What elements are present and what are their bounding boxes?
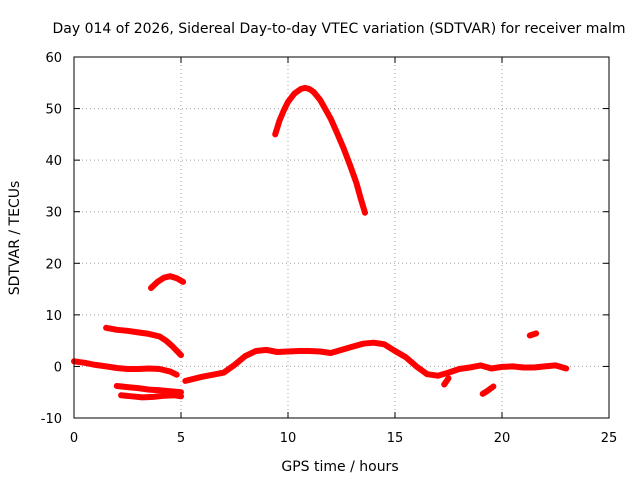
x-tick-label: 25 (601, 431, 618, 446)
y-tick-label: 30 (45, 206, 62, 221)
arc-hump-small (148, 273, 187, 291)
y-tick-label: 10 (45, 309, 62, 324)
arc-big-peak (272, 84, 368, 216)
x-axis-label: GPS time / hours (281, 459, 398, 475)
x-tick-label: 5 (177, 431, 185, 446)
arc-lower-a (113, 383, 184, 396)
x-tick-label: 10 (280, 431, 297, 446)
y-tick-label: 60 (45, 51, 62, 66)
arc-short-1 (479, 383, 497, 397)
arc-baseline-mid (182, 339, 570, 384)
grid-lines (74, 57, 609, 418)
x-tick-label: 0 (70, 431, 78, 446)
arc-decline (103, 324, 184, 359)
arc-lower-b (118, 392, 184, 401)
arc-short-2 (526, 330, 540, 339)
y-tick-label: 50 (45, 103, 62, 118)
y-tick-label: 40 (45, 154, 62, 169)
chart-title: Day 014 of 2026, Sidereal Day-to-day VTE… (53, 21, 626, 37)
plot-frame (73, 56, 610, 419)
arc-baseline-early (71, 358, 180, 378)
y-tick-label: -10 (41, 412, 62, 427)
y-tick-label: 0 (54, 360, 62, 375)
x-tick-label: 15 (387, 431, 404, 446)
arc-short-3 (441, 375, 452, 388)
data-series (71, 84, 570, 401)
y-axis-label: SDTVAR / TECUs (7, 181, 23, 296)
axis-ticks: 0 5 10 15 20 25 -10 0 10 20 30 40 50 60 (41, 51, 618, 446)
y-tick-label: 20 (45, 257, 62, 272)
x-tick-label: 20 (494, 431, 511, 446)
